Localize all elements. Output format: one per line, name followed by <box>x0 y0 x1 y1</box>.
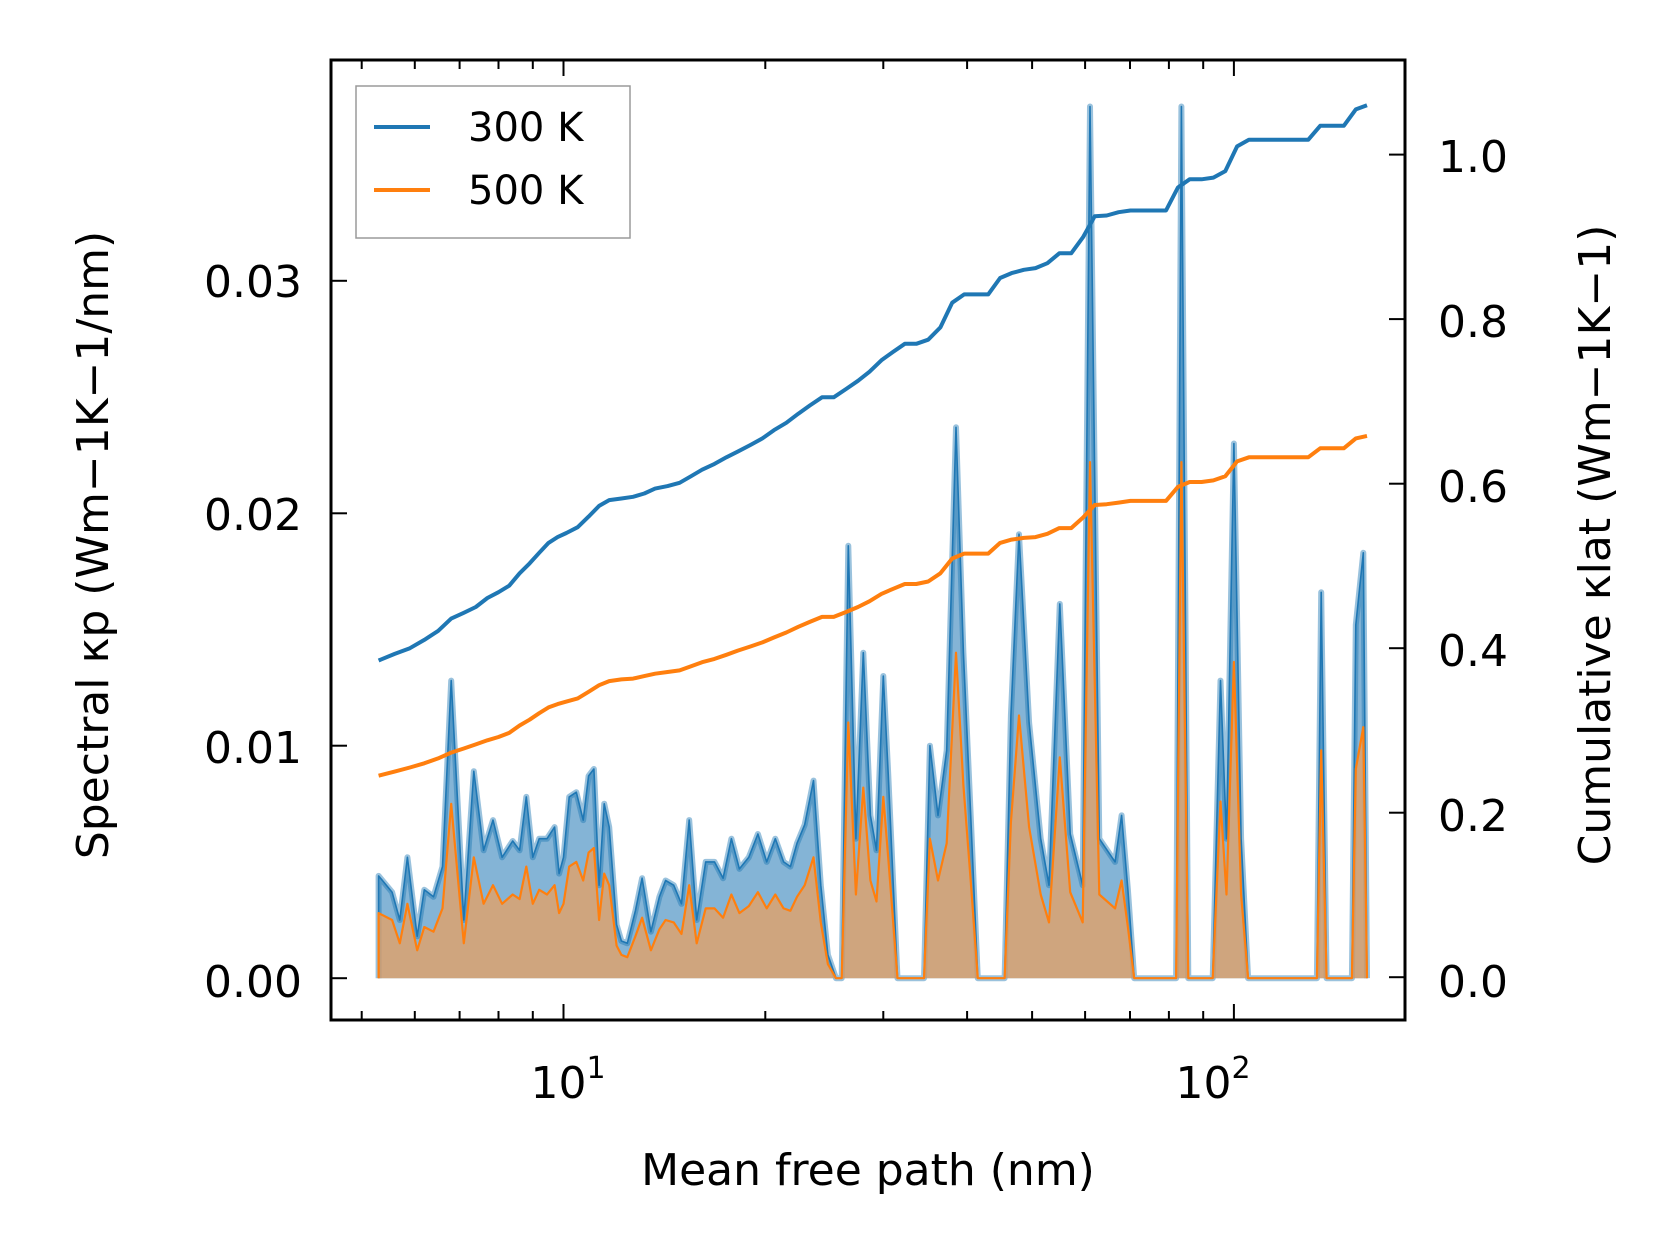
y-axis-title-right: Cumulative κlat (Wm−1K−1) <box>1570 225 1621 866</box>
cumulative-line-300k <box>377 103 1368 663</box>
spectral-fill-500k <box>378 462 1368 979</box>
cumulative-line-500k <box>378 433 1368 778</box>
spectral-line-500k <box>377 461 1369 980</box>
y-left-tick-label-0: 0.00 <box>204 957 302 1008</box>
legend-box <box>355 85 631 239</box>
x-tick-label-10: 101 <box>530 1051 605 1109</box>
y-right-tick-label-1: 0.2 <box>1438 791 1508 842</box>
y-right-tick-label-0: 0.0 <box>1438 957 1508 1008</box>
spectral-fill-layer <box>375 103 1370 982</box>
x-tick-label-100: 102 <box>1175 1051 1250 1109</box>
y-axis-title-left: Spectral κp (Wm−1K−1/nm) <box>68 231 119 859</box>
y-right-tick-label-3: 0.6 <box>1438 462 1508 513</box>
legend: 300 K 500 K <box>355 85 631 239</box>
y-right-tick-label-5: 1.0 <box>1438 132 1508 183</box>
plot-frame <box>329 58 1407 1022</box>
legend-label-300k: 300 K <box>468 105 585 151</box>
y-left-tick-label-2: 0.02 <box>204 490 302 541</box>
legend-label-500k: 500 K <box>468 168 585 214</box>
x-axis-title: Mean free path (nm) <box>641 1145 1095 1196</box>
y-left-tick-label-3: 0.03 <box>204 257 302 308</box>
y-left-tick-label-1: 0.01 <box>204 723 302 774</box>
spectral-line-300k <box>377 105 1368 979</box>
y-right-tick-label-2: 0.4 <box>1438 626 1508 677</box>
y-right-tick-label-4: 0.8 <box>1438 297 1508 348</box>
line-layer <box>377 103 1368 778</box>
